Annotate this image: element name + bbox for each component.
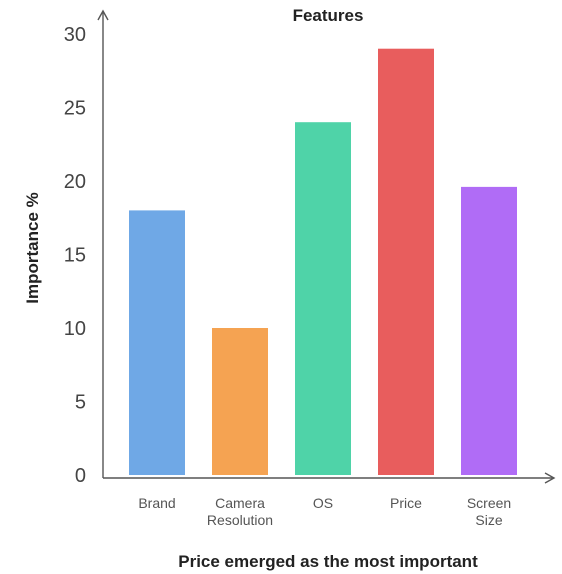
y-tick-label: 10 (64, 318, 86, 340)
bar-camera-resolution (212, 328, 268, 475)
y-axis-arrow (97, 9, 109, 21)
x-tick-label-line: OS (313, 495, 333, 511)
bars-group (129, 48, 517, 475)
bar-brand (129, 210, 185, 475)
x-axis-arrow (544, 472, 556, 484)
x-tick-label: OS (313, 495, 333, 511)
x-tick-label-line: Resolution (207, 512, 273, 528)
x-tick-label-line: Size (475, 512, 502, 528)
y-tick-label: 0 (75, 465, 86, 487)
x-tick-label: Camera Resolution (207, 495, 273, 528)
bar-os (295, 122, 351, 475)
y-tick-label: 30 (64, 24, 86, 46)
y-tick-label: 5 (75, 392, 86, 414)
x-ticks-group: Brand Camera Resolution OS Price Screen Size (138, 495, 511, 528)
x-tick-label-line: Camera (215, 495, 265, 511)
bar-price (378, 48, 434, 475)
bar-screen-size (461, 186, 517, 475)
y-axis-label: Importance % (23, 192, 42, 303)
x-tick-label: Screen Size (467, 495, 511, 528)
y-ticks-group: 0 5 10 15 20 25 30 (64, 24, 86, 487)
y-tick-label: 25 (64, 98, 86, 120)
x-tick-label: Brand (138, 495, 175, 511)
chart-title: Features (293, 6, 364, 25)
y-tick-label: 20 (64, 171, 86, 193)
x-axis-label: Price emerged as the most important (178, 552, 478, 571)
x-tick-label-line: Price (390, 495, 422, 511)
x-tick-label-line: Screen (467, 495, 511, 511)
x-tick-label: Price (390, 495, 422, 511)
y-tick-label: 15 (64, 245, 86, 267)
x-tick-label-line: Brand (138, 495, 175, 511)
